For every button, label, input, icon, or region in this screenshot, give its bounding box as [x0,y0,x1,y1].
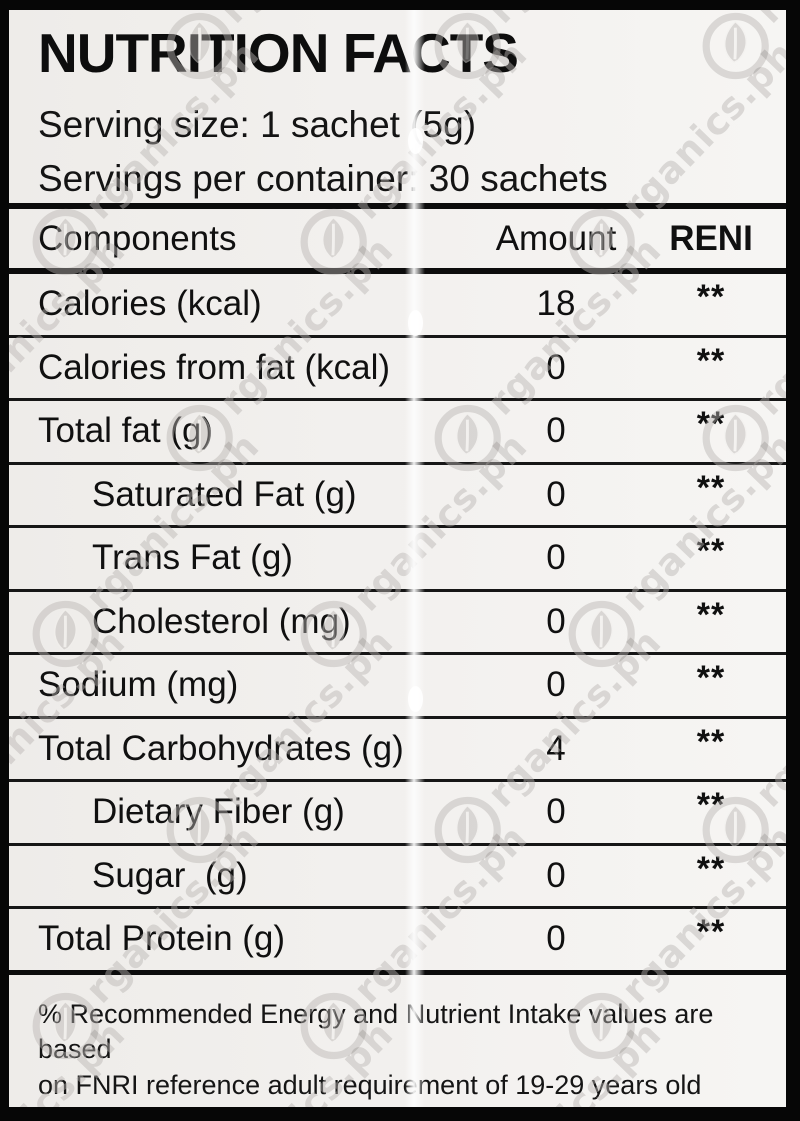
table-row: Trans Fat (g) 0 ** [9,528,786,592]
reni-asterisks: ** [696,722,726,761]
reni-cell: ** [636,723,786,769]
component-cell: Total Carbohydrates (g) [38,728,404,768]
footnotes: % Recommended Energy and Nutrient Intake… [9,975,786,1108]
component-cell: Calories from fat (kcal) [38,347,391,387]
label-header: NUTRITION FACTS Serving size: 1 sachet (… [9,10,786,203]
column-header-components: Components [38,218,237,258]
reni-asterisks: ** [696,595,726,634]
table-row: Sugar (g) 0 ** [9,846,786,909]
reni-asterisks: ** [696,468,726,507]
reni-footnote-line2: on FNRI reference adult requirement of 1… [38,1070,702,1101]
reni-cell: ** [636,659,786,705]
table-row: Calories from fat (kcal) 0 ** [9,338,786,401]
reni-asterisks: ** [696,341,726,380]
component-cell: Saturated Fat (g) [92,474,357,514]
table-row: Cholesterol (mg) 0 ** [9,592,786,655]
reni-asterisks: ** [696,786,726,825]
reni-asterisks: ** [696,405,726,444]
amount-cell: 0 [546,347,566,387]
table-row: Saturated Fat (g) 0 ** [9,465,786,528]
column-header-amount: Amount [495,218,617,258]
component-cell: Total fat (g) [38,411,214,451]
component-cell: Sugar (g) [92,855,248,895]
reni-cell: ** [636,596,786,642]
reni-footnote-line1: % Recommended Energy and Nutrient Intake… [38,998,714,1065]
amount-cell: 0 [546,855,566,895]
column-header-reni: RENI [669,218,753,258]
table-row: Total Protein (g) 0 ** [9,909,786,970]
table-row: Total fat (g) 0 ** [9,401,786,465]
nutrition-label: NUTRITION FACTS Serving size: 1 sachet (… [9,10,786,1107]
reni-asterisks: ** [696,278,726,317]
component-cell: Sodium (mg) [38,665,239,705]
table-header-row: Components Amount RENI [9,209,786,268]
component-cell: Cholesterol (mg) [92,601,351,641]
component-cell: Dietary Fiber (g) [92,792,345,832]
reni-asterisks: ** [696,532,726,571]
divider-header-bottom [9,268,786,274]
page-title: NUTRITION FACTS [38,22,519,84]
table-body: Calories (kcal) 18 ** Calories from fat … [9,274,786,970]
amount-cell: 0 [546,792,566,832]
reni-cell: ** [636,850,786,896]
divider-bottom [9,969,786,975]
reni-asterisks: ** [696,849,726,888]
reni-cell: ** [636,278,786,324]
reni-cell: ** [636,469,786,515]
component-cell: Trans Fat (g) [92,538,293,578]
component-cell: Total Protein (g) [38,919,286,959]
amount-cell: 0 [546,538,566,578]
reni-cell: ** [636,342,786,388]
amount-cell: 4 [546,728,566,768]
reni-cell: ** [636,532,786,578]
amount-cell: 0 [546,919,566,959]
table-row: Sodium (mg) 0 ** [9,655,786,719]
reni-cell: ** [636,913,786,959]
amount-cell: 0 [546,601,566,641]
divider-top [9,203,786,209]
reni-asterisks: ** [696,659,726,698]
servings-per-container-text: Servings per container: 30 sachets [38,157,608,199]
table-row: Dietary Fiber (g) 0 ** [9,782,786,846]
reni-asterisks: ** [696,913,726,952]
amount-cell: 0 [546,474,566,514]
reni-cell: ** [636,405,786,451]
amount-cell: 18 [536,284,576,324]
amount-cell: 0 [546,411,566,451]
component-cell: Calories (kcal) [38,284,262,324]
reni-cell: ** [636,786,786,832]
table-row: Total Carbohydrates (g) 4 ** [9,719,786,782]
table-row: Calories (kcal) 18 ** [9,274,786,338]
serving-size-text: Serving size: 1 sachet (5g) [38,104,477,145]
amount-cell: 0 [546,665,566,705]
